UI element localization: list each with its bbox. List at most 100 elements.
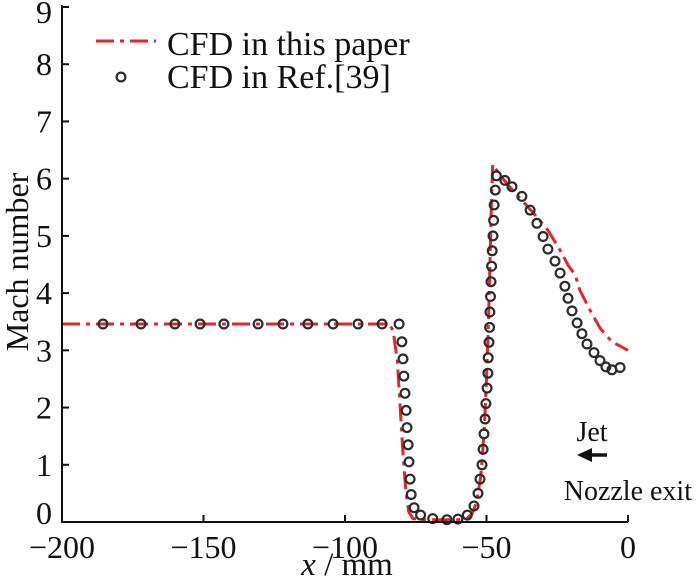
cfd-in-ref-39-point (485, 291, 497, 303)
cfd-in-ref-39-point (482, 367, 494, 379)
axes: 0 1 2 3 4 5 6 7 8 9 −200 −150 −100 −50 0 (29, 0, 636, 565)
cfd-in-ref-39-point (398, 370, 410, 382)
x-axis-label: x / mm (300, 547, 393, 583)
cfd-in-ref-39-point (461, 509, 473, 521)
cfd-in-ref-39-point (581, 338, 593, 350)
x-tick-label: −50 (461, 529, 511, 565)
cfd-in-ref-39-point (594, 355, 606, 367)
jet-label: Jet (576, 417, 607, 448)
y-axis-label: Mach number (0, 172, 35, 351)
cfd-in-ref-39-point (488, 214, 500, 226)
cfd-in-ref-39-point (135, 318, 147, 330)
x-tick-label: −200 (29, 529, 95, 565)
cfd-in-ref-39-point (562, 292, 574, 304)
cfd-in-ref-39-point (542, 243, 554, 255)
cfd-in-ref-39-point (478, 428, 490, 440)
cfd-in-ref-39-point (405, 489, 417, 501)
cfd-in-ref-39-point (169, 318, 181, 330)
cfd-in-ref-39-point (397, 353, 409, 365)
cfd-in-this-paper-line (62, 162, 629, 522)
legend-circle-sample (115, 71, 127, 83)
cfd-in-ref-39-point (97, 318, 109, 330)
x-axis-symbol: x (300, 547, 316, 583)
cfd-in-ref-39-point (441, 514, 453, 526)
cfd-in-ref-39-point (474, 473, 486, 485)
cfd-in-ref-39-point (600, 361, 612, 373)
cfd-in-ref-39-point (376, 318, 388, 330)
cfd-in-ref-39-point (537, 231, 549, 243)
cfd-in-ref-39-point (506, 181, 518, 193)
x-tick-label: −100 (312, 529, 378, 565)
cfd-in-ref-39-point (490, 170, 502, 182)
plot-area (62, 162, 629, 526)
cfd-in-ref-39-point (399, 387, 411, 399)
cfd-in-ref-39-point (485, 276, 497, 288)
cfd-in-ref-39-point (554, 267, 566, 279)
y-tick-label: 7 (36, 103, 52, 139)
cfd-in-ref-39-point (588, 347, 600, 359)
legend: CFD in this paper CFD in Ref.[39] (96, 26, 410, 96)
y-tick-label: 4 (36, 275, 52, 311)
cfd-in-ref-39-point (218, 318, 230, 330)
y-tick-label: 0 (36, 495, 52, 531)
y-tick-label: 5 (36, 218, 52, 254)
cfd-in-ref-39-point (488, 199, 500, 211)
cfd-in-ref-39-point (403, 456, 415, 468)
cfd-in-ref-39-point (484, 321, 496, 333)
cfd-in-ref-39-point (472, 487, 484, 499)
cfd-in-ref-39-point (480, 398, 492, 410)
cfd-in-ref-39-point (396, 336, 408, 348)
left-arrow-icon (577, 448, 607, 462)
cfd-in-ref-39-point (302, 318, 314, 330)
cfd-in-ref-39-point (486, 260, 498, 272)
cfd-in-ref-39-point (482, 352, 494, 364)
y-tick-label: 9 (36, 0, 52, 30)
cfd-in-ref-39-point (415, 509, 427, 521)
y-tick-label: 8 (36, 46, 52, 82)
cfd-in-ref-39-point (484, 306, 496, 318)
jet-annotation: Jet Nozzle exit (564, 417, 692, 507)
cfd-in-ref-39-point (327, 318, 339, 330)
cfd-in-ref-39-point (559, 280, 571, 292)
cfd-in-ref-39-point (404, 473, 416, 485)
cfd-in-ref-39-point (194, 318, 206, 330)
y-tick-label: 1 (36, 447, 52, 483)
cfd-in-ref-39-point (486, 245, 498, 257)
cfd-in-ref-39-point (549, 255, 561, 267)
y-tick-label: 3 (36, 332, 52, 368)
legend-label-cfd-this-paper: CFD in this paper (167, 26, 410, 63)
cfd-in-ref-39-point (566, 305, 578, 317)
cfd-in-ref-39-point (252, 318, 264, 330)
cfd-in-ref-39-point (401, 422, 413, 434)
cfd-in-ref-39-point (468, 500, 480, 512)
cfd-in-ref-39-point (489, 184, 501, 196)
cfd-in-ref-39-point (531, 217, 543, 229)
cfd-in-ref-39-point (499, 174, 511, 186)
cfd-in-ref-39-point (479, 413, 491, 425)
cfd-in-ref-39-point (393, 318, 405, 330)
y-tick-label: 6 (36, 161, 52, 197)
cfd-in-ref-39-point (571, 317, 583, 329)
x-axis-unit: / mm (316, 547, 393, 583)
x-tick-label: 0 (620, 529, 636, 565)
cfd-in-ref-39-point (352, 318, 364, 330)
cfd-in-ref-39-point (481, 382, 493, 394)
cfd-in-ref-39-point (476, 459, 488, 471)
y-tick-label: 2 (36, 390, 52, 426)
cfd-in-ref-39-point (487, 230, 499, 242)
cfd-in-ref-39-point (477, 443, 489, 455)
cfd-in-ref-39-point (277, 318, 289, 330)
cfd-in-ref-39-point (452, 513, 464, 525)
cfd-in-ref-39-point (516, 190, 528, 202)
nozzle-exit-label: Nozzle exit (564, 476, 692, 507)
cfd-in-ref-39-point (483, 336, 495, 348)
legend-label-cfd-ref-39: CFD in Ref.[39] (167, 59, 391, 96)
cfd-in-ref-39-point (524, 204, 536, 216)
cfd-in-ref-39-point (576, 328, 588, 340)
cfd-in-ref-39-point (400, 404, 412, 416)
cfd-in-ref-39-point (614, 362, 626, 374)
cfd-in-ref-39-point (408, 502, 420, 514)
x-tick-label: −150 (170, 529, 236, 565)
cfd-in-ref-39-point (402, 439, 414, 451)
